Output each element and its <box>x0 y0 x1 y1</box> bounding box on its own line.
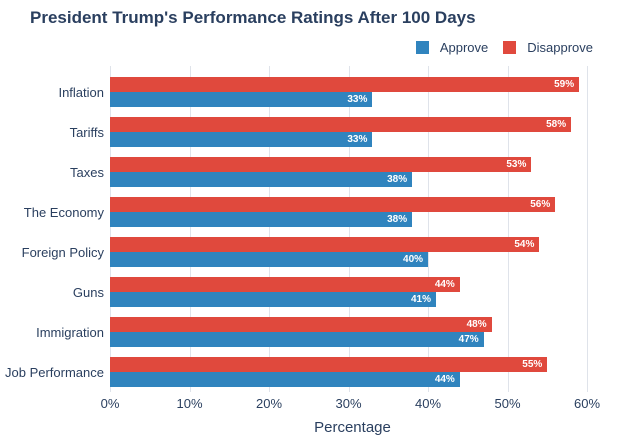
category-label: The Economy <box>23 204 104 220</box>
gridline <box>189 66 191 392</box>
category-label: Taxes <box>70 164 104 180</box>
x-tick-label: 60% <box>574 396 601 411</box>
category-row: Foreign Policy 54% 40% <box>0 232 595 272</box>
rows-layer: Inflation 59% 33% Tariffs 58% 33% Taxes 53% 38% T… <box>0 72 595 392</box>
x-tick-label: 40% <box>415 396 442 411</box>
x-tick-label: 20% <box>256 396 283 411</box>
bar-group: 44% 41% <box>110 277 595 307</box>
bar-value-label: 38% <box>387 174 408 185</box>
bar-value-label: 33% <box>347 94 368 105</box>
gridline <box>348 66 350 392</box>
category-label: Foreign Policy <box>21 244 104 260</box>
category-row: Tariffs 58% 33% <box>0 112 595 152</box>
approve-bar[interactable]: 33% <box>110 132 373 147</box>
category-label: Tariffs <box>69 124 104 140</box>
category-label: Guns <box>72 284 104 300</box>
bar-value-label: 48% <box>466 319 487 330</box>
approve-bar[interactable]: 38% <box>110 212 413 227</box>
gridline <box>428 66 430 392</box>
approve-bar[interactable]: 44% <box>110 372 460 387</box>
gridline <box>587 66 589 392</box>
category-row: Guns 44% 41% <box>0 272 595 312</box>
legend-item-disapprove[interactable]: Disapprove <box>503 40 593 55</box>
bar-value-label: 59% <box>554 79 575 90</box>
approve-bar[interactable]: 41% <box>110 292 436 307</box>
disapprove-bar[interactable]: 59% <box>110 77 580 92</box>
bar-value-label: 40% <box>403 254 424 265</box>
approve-bar[interactable]: 33% <box>110 92 373 107</box>
bar-value-label: 44% <box>434 374 455 385</box>
bar-value-label: 38% <box>387 214 408 225</box>
x-tick-label: 30% <box>335 396 362 411</box>
chart-title: President Trump's Performance Ratings Af… <box>30 8 476 27</box>
bar-value-label: 55% <box>522 359 543 370</box>
x-axis-title: Percentage <box>314 419 391 436</box>
bar-value-label: 54% <box>514 239 535 250</box>
bar-value-label: 47% <box>458 334 479 345</box>
gridline <box>269 66 271 392</box>
disapprove-bar[interactable]: 55% <box>110 357 548 372</box>
bar-group: 53% 38% <box>110 157 595 187</box>
bar-value-label: 58% <box>546 119 567 130</box>
bar-group: 54% 40% <box>110 237 595 267</box>
category-row: Immigration 48% 47% <box>0 312 595 352</box>
category-row: The Economy 56% 38% <box>0 192 595 232</box>
bar-group: 55% 44% <box>110 357 595 387</box>
x-axis: 0% 10% 20% 30% 40% 50% 60% <box>101 396 600 412</box>
bar-group: 58% 33% <box>110 117 595 147</box>
category-row: Taxes 53% 38% <box>0 152 595 192</box>
category-label: Job Performance <box>5 364 104 380</box>
category-row: Job Performance 55% 44% <box>0 352 595 392</box>
disapprove-bar[interactable]: 58% <box>110 117 572 132</box>
gridline <box>110 66 111 392</box>
x-tick-label: 0% <box>100 396 120 411</box>
disapprove-bar[interactable]: 48% <box>110 317 492 332</box>
approve-bar[interactable]: 38% <box>110 172 413 187</box>
x-tick-label: 10% <box>176 396 203 411</box>
category-label: Immigration <box>36 324 104 340</box>
bar-value-label: 33% <box>347 134 368 145</box>
bar-group: 56% 38% <box>110 197 595 227</box>
x-tick-label: 50% <box>494 396 521 411</box>
category-row: Inflation 59% 33% <box>0 72 595 112</box>
disapprove-bar[interactable]: 44% <box>110 277 460 292</box>
bar-value-label: 53% <box>506 159 527 170</box>
disapprove-bar[interactable]: 54% <box>110 237 540 252</box>
legend-item-approve[interactable]: Approve <box>415 40 489 55</box>
bar-value-label: 41% <box>410 294 431 305</box>
approve-bar[interactable]: 47% <box>110 332 484 347</box>
legend-label: Disapprove <box>527 40 593 55</box>
gridlines <box>110 66 595 392</box>
gridline <box>507 66 509 392</box>
legend-swatch-approve <box>415 41 429 54</box>
bar-value-label: 56% <box>530 199 551 210</box>
legend-label: Approve <box>439 40 489 55</box>
approve-bar[interactable]: 40% <box>110 252 429 267</box>
disapprove-bar[interactable]: 56% <box>110 197 556 212</box>
legend: Approve Disapprove <box>415 40 593 55</box>
category-label: Inflation <box>58 84 104 100</box>
legend-swatch-disapprove <box>503 41 517 54</box>
bar-group: 48% 47% <box>110 317 595 347</box>
disapprove-bar[interactable]: 53% <box>110 157 532 172</box>
bar-value-label: 44% <box>434 279 455 290</box>
bar-group: 59% 33% <box>110 77 595 107</box>
